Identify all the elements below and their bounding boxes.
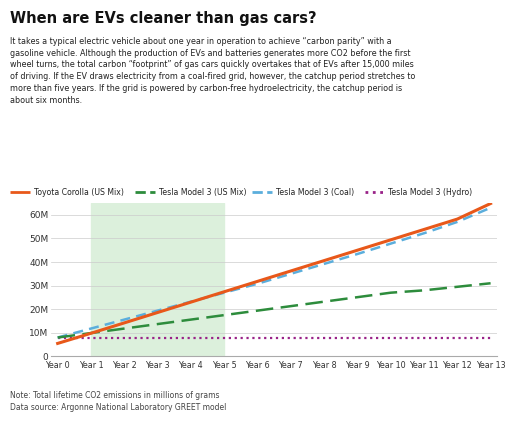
Text: Tesla Model 3 (US Mix): Tesla Model 3 (US Mix) (158, 188, 246, 197)
Text: When are EVs cleaner than gas cars?: When are EVs cleaner than gas cars? (10, 11, 316, 26)
Text: It takes a typical electric vehicle about one year in operation to achieve “carb: It takes a typical electric vehicle abou… (10, 37, 415, 105)
Bar (91, 203, 224, 356)
Text: Toyota Corolla (US Mix): Toyota Corolla (US Mix) (34, 188, 123, 197)
Text: Tesla Model 3 (Hydro): Tesla Model 3 (Hydro) (387, 188, 471, 197)
Text: Tesla Model 3 (Coal): Tesla Model 3 (Coal) (275, 188, 353, 197)
Text: Note: Total lifetime CO2 emissions in millions of grams
Data source: Argonne Nat: Note: Total lifetime CO2 emissions in mi… (10, 391, 226, 412)
